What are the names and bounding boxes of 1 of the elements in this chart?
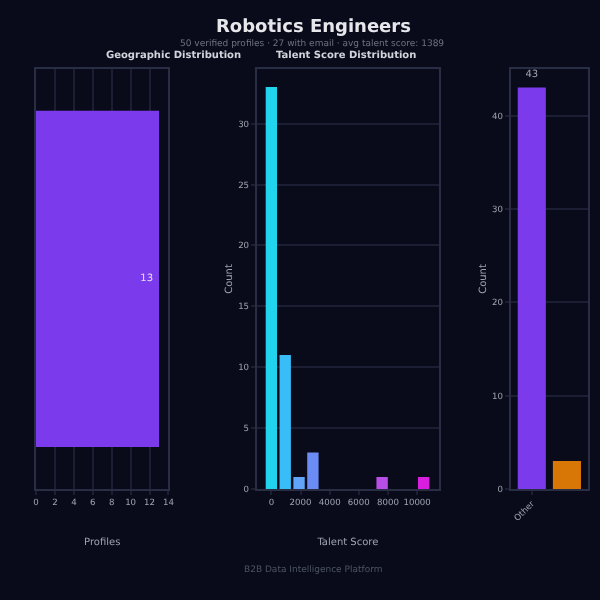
text: Robotics Engineers [216,18,411,38]
